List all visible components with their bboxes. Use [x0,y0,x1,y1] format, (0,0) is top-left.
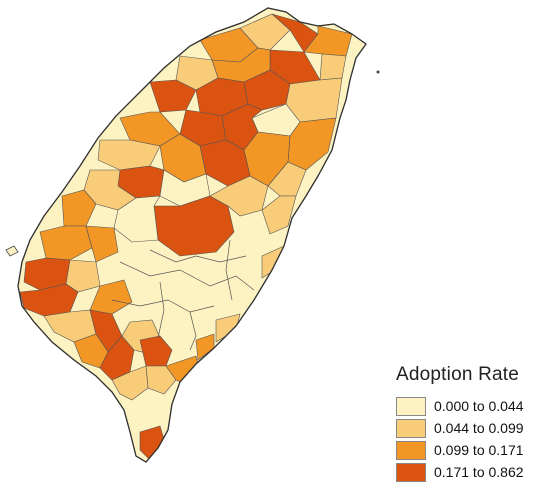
boundary-lines [111,239,255,351]
region-mid-7 [153,195,235,257]
legend-item: 0.099 to 0.171 [396,440,546,460]
region-mid-9 [113,195,161,243]
legend-swatch [396,396,426,416]
legend-swatch [396,418,426,438]
region-eastcoast-1 [261,195,297,235]
region-mid-8 [209,175,269,217]
map-legend: Adoption Rate 0.000 to 0.044 0.044 to 0.… [396,364,546,484]
region-south-6 [111,365,149,401]
legend-label: 0.044 to 0.099 [434,420,524,436]
region-north-2 [239,13,291,51]
legend-item: 0.044 to 0.099 [396,418,546,438]
region-west-4 [65,259,101,293]
region-west-5 [19,283,79,317]
region-west-6 [89,279,133,315]
legend-swatch [396,462,426,482]
region-mid-5 [61,189,97,227]
legend-swatch [396,440,426,460]
legend-item: 0.000 to 0.044 [396,396,546,416]
region-north-9 [149,79,197,113]
offshore-island-penghu [5,245,19,257]
island-border [17,7,367,463]
legend-item: 0.171 to 0.862 [396,462,546,482]
region-west-3 [85,225,119,263]
legend-title: Adoption Rate [396,364,520,385]
region-south-4 [139,335,173,367]
township-regions [19,13,353,461]
legend-label: 0.099 to 0.171 [434,442,524,458]
legend-label: 0.000 to 0.044 [434,398,524,414]
offshore-island-northeast [376,70,380,74]
legend-label: 0.171 to 0.862 [434,464,524,480]
region-north-5 [319,53,347,81]
